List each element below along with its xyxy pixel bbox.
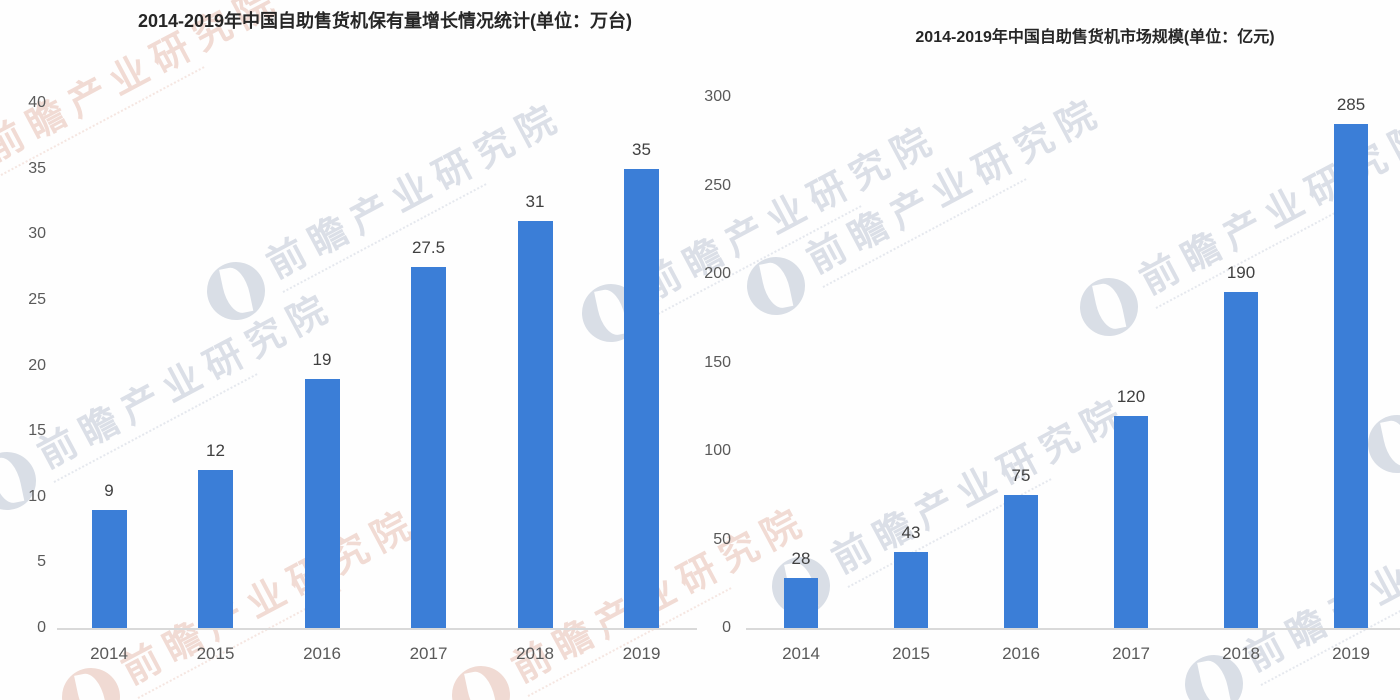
bar-2016: [1004, 495, 1038, 628]
y-tick-label: 0: [722, 619, 731, 636]
y-tick-label: 150: [704, 353, 731, 371]
y-tick-label: 30: [28, 225, 46, 243]
y-tick-label: 200: [704, 265, 731, 282]
x-tick-label: 2014: [782, 644, 820, 663]
bar-value-label: 12: [206, 441, 225, 460]
bar-2017: [1114, 416, 1148, 628]
bar-2014: [91, 510, 127, 628]
y-tick-label: 300: [704, 88, 731, 105]
x-tick-label: 2015: [196, 644, 235, 663]
bar-2015: [198, 470, 233, 628]
bar-value-label: 285: [1336, 95, 1366, 114]
bar-value-label: 28: [791, 549, 811, 568]
bar-value-label: 31: [525, 192, 545, 211]
bar-2017: [411, 267, 446, 628]
y-tick-label: 15: [28, 422, 46, 440]
bar-2015: [894, 552, 928, 628]
bar-value-label: 35: [632, 140, 651, 159]
bar-value-label: 75: [1011, 466, 1031, 485]
x-tick-label: 2016: [1002, 644, 1040, 663]
bar-value-label: 43: [901, 523, 921, 542]
x-tick-label: 2014: [90, 644, 128, 663]
bar-2018: [517, 221, 553, 628]
y-tick-label: 10: [28, 487, 46, 505]
bar-2019: [624, 169, 659, 628]
y-tick-label: 20: [28, 356, 46, 374]
bar-2016: [304, 379, 340, 628]
bar-2018: [1224, 292, 1258, 628]
y-tick-label: 100: [704, 442, 731, 459]
y-tick-label: 25: [28, 290, 46, 308]
x-tick-label: 2016: [303, 644, 341, 663]
y-tick-label: 50: [713, 530, 731, 548]
bar-value-label: 190: [1226, 263, 1256, 282]
x-axis-line: [746, 628, 1400, 630]
bar-value-label: 9: [104, 481, 114, 500]
x-tick-label: 2019: [622, 644, 661, 663]
y-tick-label: 5: [37, 553, 46, 571]
x-tick-label: 2019: [1332, 644, 1370, 663]
y-tick-label: 40: [28, 94, 46, 111]
y-tick-label: 250: [704, 176, 731, 194]
chart-title-holdings: 2014-2019年中国自助售货机保有量增长情况统计(单位：万台): [137, 11, 633, 31]
bar-2014: [784, 578, 818, 628]
x-tick-label: 2017: [409, 644, 448, 663]
chart-title-market-size: 2014-2019年中国自助售货机市场规模(单位：亿元): [915, 29, 1275, 46]
y-tick-label: 35: [28, 159, 46, 177]
bar-value-label: 120: [1116, 387, 1146, 406]
bar-value-label: 27.5: [411, 238, 446, 257]
bar-2019: [1334, 124, 1368, 628]
x-axis-line: [57, 628, 697, 630]
y-tick-label: 0: [37, 619, 46, 636]
bar-value-label: 19: [312, 350, 332, 369]
x-tick-label: 2015: [892, 644, 930, 663]
x-tick-label: 2018: [1222, 644, 1260, 663]
x-tick-label: 2017: [1112, 644, 1150, 663]
x-tick-label: 2018: [516, 644, 554, 663]
